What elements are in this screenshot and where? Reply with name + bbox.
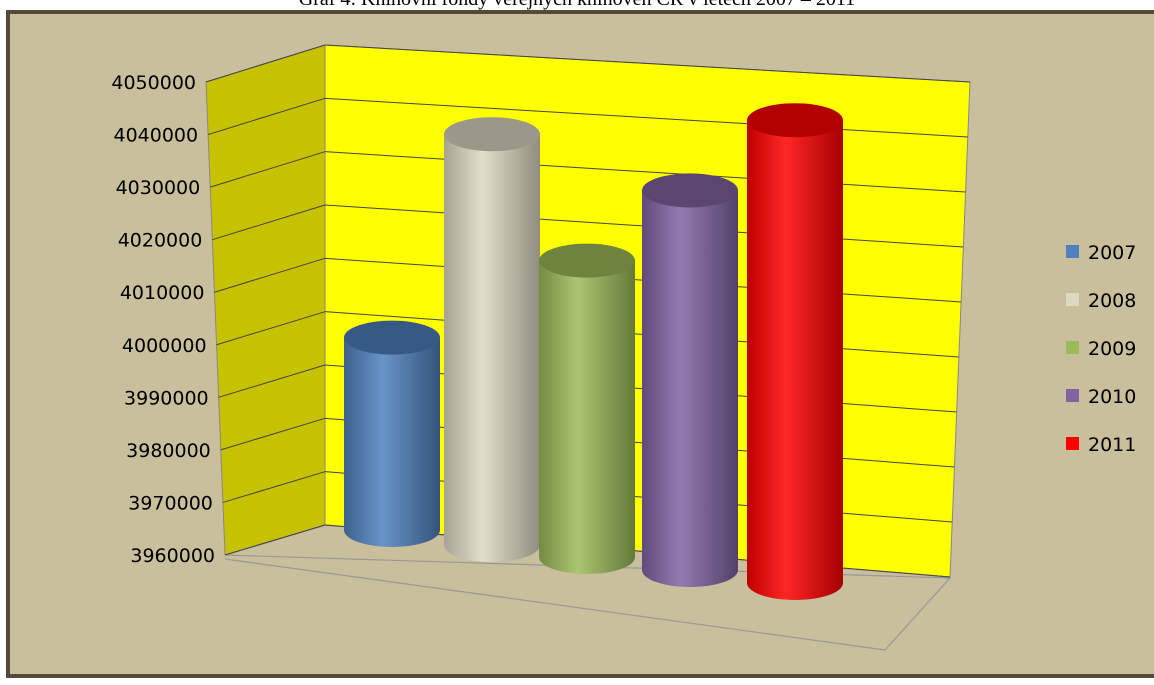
legend-swatch — [1066, 293, 1079, 306]
y-tick-label: 3980000 — [126, 440, 211, 462]
gridlines — [205, 44, 971, 578]
legend-swatch — [1066, 437, 1079, 450]
y-tick-label: 3960000 — [130, 545, 215, 567]
y-tick-label: 3970000 — [128, 492, 213, 514]
y-axis-ticks: 4050000 4040000 4030000 4020000 4010000 40000… — [111, 72, 215, 567]
legend-swatch — [1066, 341, 1079, 354]
floor-edge — [224, 558, 951, 651]
bar-body — [642, 190, 738, 587]
gridline — [218, 364, 326, 398]
legend-swatch — [1066, 245, 1079, 258]
bar-top — [444, 117, 540, 152]
y-tick-label: 4050000 — [111, 72, 196, 94]
bar-body — [747, 120, 843, 600]
y-tick-label: 4010000 — [120, 282, 205, 304]
gridline — [212, 204, 326, 241]
gridline — [214, 257, 326, 293]
y-tick-label: 4040000 — [113, 125, 198, 147]
bar-top — [747, 103, 843, 138]
gridline — [324, 44, 971, 83]
y-tick-label: 4000000 — [122, 335, 207, 357]
legend-label: 2011 — [1088, 434, 1136, 456]
gridline — [224, 524, 326, 556]
gridline — [324, 97, 968, 138]
legend-label: 2010 — [1088, 386, 1136, 408]
side-wall — [205, 44, 326, 556]
gridline — [324, 151, 966, 193]
y-tick-label: 4030000 — [116, 177, 201, 199]
legend-swatch — [1066, 389, 1079, 402]
bar-body — [444, 134, 540, 562]
legend-label: 2009 — [1088, 338, 1136, 360]
gridline — [222, 471, 326, 503]
bar-2011 — [747, 103, 843, 600]
bar-body — [539, 260, 635, 574]
gridline — [324, 311, 959, 358]
bar-top — [642, 173, 738, 208]
bar-2010 — [642, 173, 738, 587]
bar-2007 — [344, 320, 440, 547]
chart-title: Graf 4: Knihovní fondy veřejných knihove… — [0, 0, 1154, 11]
y-tick-label: 3990000 — [124, 387, 209, 409]
bar-2009 — [539, 243, 635, 574]
y-tick-label: 4020000 — [118, 230, 203, 252]
bar-2008 — [444, 117, 540, 562]
legend-label: 2007 — [1088, 242, 1136, 264]
legend: 2007 2008 2009 2010 2011 — [1066, 242, 1136, 456]
legend-label: 2008 — [1088, 290, 1136, 312]
gridline — [207, 97, 326, 136]
bar-top — [344, 320, 440, 355]
gridline — [220, 417, 326, 451]
gridline — [205, 44, 326, 83]
bar-body — [344, 337, 440, 547]
gridline — [216, 311, 326, 346]
gridline — [210, 151, 326, 188]
bar-top — [539, 243, 635, 278]
bars — [344, 103, 843, 600]
